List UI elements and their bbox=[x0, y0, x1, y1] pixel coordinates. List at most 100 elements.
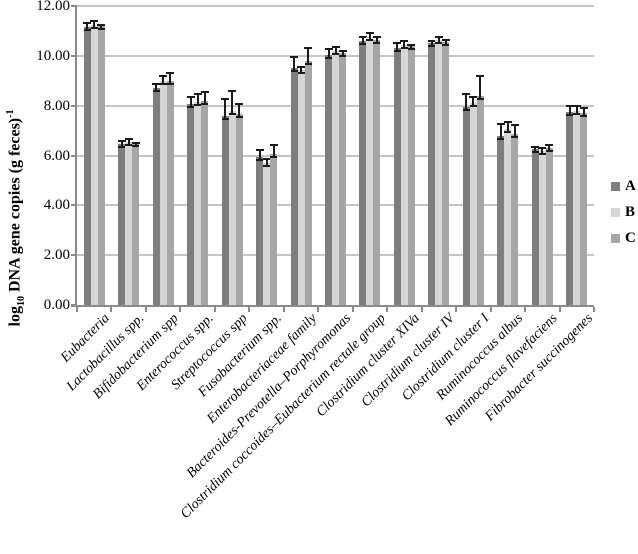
error-bar-bottom-cap bbox=[235, 116, 243, 119]
error-bar-top-cap bbox=[200, 90, 209, 93]
error-bar-stem bbox=[127, 138, 130, 146]
x-axis-tick bbox=[213, 307, 216, 312]
error-bar-stem bbox=[437, 35, 440, 44]
error-bar-stem bbox=[513, 123, 516, 139]
error-bar-bottom-cap bbox=[531, 151, 539, 154]
error-bar-bottom-cap bbox=[304, 62, 312, 65]
error-bar-stem bbox=[361, 36, 364, 45]
x-axis-tick bbox=[420, 307, 423, 312]
error-bar-stem bbox=[231, 89, 234, 115]
error-bar-top-cap bbox=[538, 146, 547, 149]
error-bar-stem bbox=[403, 39, 406, 49]
error-bar-bottom-cap bbox=[573, 112, 581, 115]
bar bbox=[469, 103, 477, 305]
error-bar-top-cap bbox=[297, 66, 306, 69]
error-bar-top-cap bbox=[469, 96, 478, 99]
legend-item: C bbox=[611, 225, 636, 251]
error-bar-bottom-cap bbox=[97, 27, 105, 30]
bar bbox=[159, 80, 167, 305]
error-bar-stem bbox=[465, 93, 468, 111]
error-bar-top-cap bbox=[235, 103, 244, 106]
legend-swatch bbox=[611, 181, 620, 191]
error-bar-top-cap bbox=[496, 123, 505, 126]
y-tick-label: 0.00 bbox=[43, 297, 70, 313]
bar bbox=[263, 162, 271, 305]
error-bar-top-cap bbox=[441, 38, 450, 41]
error-bar-bottom-cap bbox=[297, 71, 305, 74]
error-bar-bottom-cap bbox=[393, 50, 401, 53]
error-bar-bottom-cap bbox=[504, 131, 512, 134]
error-bar-bottom-cap bbox=[90, 26, 98, 29]
error-bar-stem bbox=[196, 93, 199, 107]
x-axis-tick bbox=[489, 307, 492, 312]
error-bar-bottom-cap bbox=[152, 90, 160, 93]
error-bar-stem bbox=[327, 48, 330, 59]
error-bar-stem bbox=[203, 90, 206, 105]
bar bbox=[152, 88, 160, 305]
error-bar-stem bbox=[169, 72, 172, 85]
x-axis-tick bbox=[524, 307, 527, 312]
error-bar-top-cap bbox=[228, 89, 237, 92]
error-bar-top-cap bbox=[572, 104, 581, 107]
error-bar-bottom-cap bbox=[407, 48, 415, 51]
error-bar-bottom-cap bbox=[366, 39, 374, 42]
bar bbox=[566, 111, 574, 305]
error-bar-top-cap bbox=[324, 48, 333, 51]
x-axis-tick bbox=[386, 307, 389, 312]
error-bar-top-cap bbox=[531, 145, 540, 148]
bar bbox=[304, 60, 312, 305]
error-bar-bottom-cap bbox=[373, 41, 381, 44]
y-tick-label: 6.00 bbox=[43, 147, 70, 164]
error-bar-top-cap bbox=[427, 39, 436, 42]
x-axis-tick bbox=[282, 307, 285, 312]
y-axis-tick bbox=[71, 54, 77, 57]
error-bar-top-cap bbox=[304, 47, 313, 50]
bar bbox=[187, 104, 195, 305]
error-bar-top-cap bbox=[434, 35, 443, 38]
error-bar-bottom-cap bbox=[497, 137, 505, 140]
error-bar-top-cap bbox=[407, 43, 416, 46]
bar bbox=[428, 43, 436, 305]
error-bar-bottom-cap bbox=[290, 70, 298, 73]
y-tick-label: 4.00 bbox=[43, 197, 70, 214]
error-bar-bottom-cap bbox=[166, 82, 174, 85]
error-bar-stem bbox=[100, 23, 103, 30]
error-bar-stem bbox=[300, 66, 303, 74]
error-bar-stem bbox=[479, 75, 482, 100]
error-bar-top-cap bbox=[83, 22, 92, 25]
error-bar-top-cap bbox=[117, 139, 126, 142]
error-bar-stem bbox=[541, 146, 544, 155]
error-bar-bottom-cap bbox=[228, 112, 236, 115]
error-bar-top-cap bbox=[97, 23, 106, 26]
y-axis-line bbox=[75, 6, 77, 307]
error-bar-bottom-cap bbox=[580, 115, 588, 118]
error-bar-top-cap bbox=[159, 74, 168, 77]
y-tick-label: 12.00 bbox=[36, 0, 70, 14]
error-bar-bottom-cap bbox=[270, 156, 278, 159]
error-bar-top-cap bbox=[262, 157, 271, 160]
y-tick-label: 10.00 bbox=[36, 47, 70, 64]
y-tick-label: 8.00 bbox=[43, 97, 70, 114]
bar bbox=[476, 95, 484, 305]
error-bar-stem bbox=[307, 47, 310, 65]
error-bar-top-cap bbox=[476, 75, 485, 78]
bar bbox=[90, 24, 98, 305]
error-bar-stem bbox=[272, 144, 275, 159]
error-bar-bottom-cap bbox=[359, 42, 367, 45]
error-bar-stem bbox=[430, 39, 433, 48]
bar bbox=[201, 100, 209, 305]
error-bar-top-cap bbox=[124, 138, 133, 141]
y-axis-tick bbox=[71, 5, 77, 7]
error-bar-bottom-cap bbox=[118, 146, 126, 149]
error-bar-stem bbox=[134, 141, 137, 148]
error-bar-top-cap bbox=[503, 121, 512, 124]
error-bar-stem bbox=[224, 98, 227, 120]
error-bar-bottom-cap bbox=[462, 108, 470, 111]
bar bbox=[435, 39, 443, 305]
error-bar-bottom-cap bbox=[442, 44, 450, 47]
x-axis-tick bbox=[76, 307, 78, 312]
error-bar-bottom-cap bbox=[545, 150, 553, 153]
error-bar-top-cap bbox=[565, 104, 574, 107]
error-bar-stem bbox=[368, 31, 371, 42]
